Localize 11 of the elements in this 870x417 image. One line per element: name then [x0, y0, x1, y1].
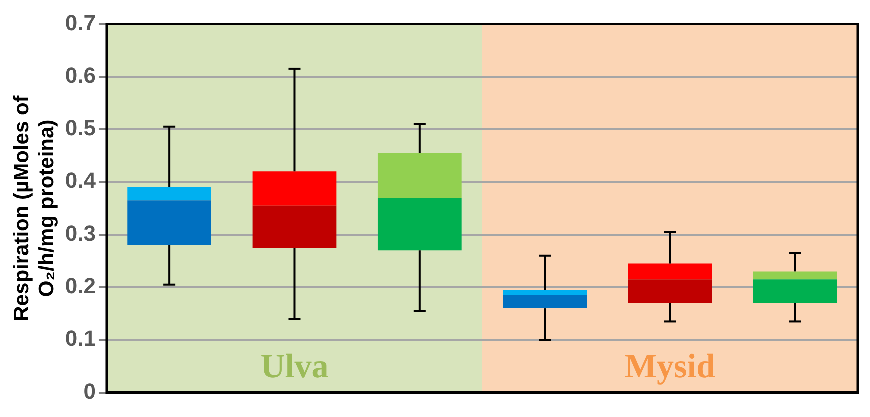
y-tick-label: 0.6	[65, 62, 96, 88]
y-tick-label: 0.7	[65, 10, 96, 36]
y-tick-label: 0.5	[65, 116, 96, 141]
y-tick-label: 0.4	[65, 168, 97, 194]
annotation: Mysid	[624, 348, 716, 386]
y-tick-label: 0	[84, 378, 96, 404]
y-axis-title: Respiration (µMoles of O₂/h/mg proteina)	[10, 94, 59, 322]
annotation: Ulva	[260, 348, 329, 386]
y-tick-label: 0.3	[65, 220, 96, 246]
y-tick-label: 0.2	[65, 274, 96, 299]
y-tick-label: 0.1	[65, 326, 96, 352]
